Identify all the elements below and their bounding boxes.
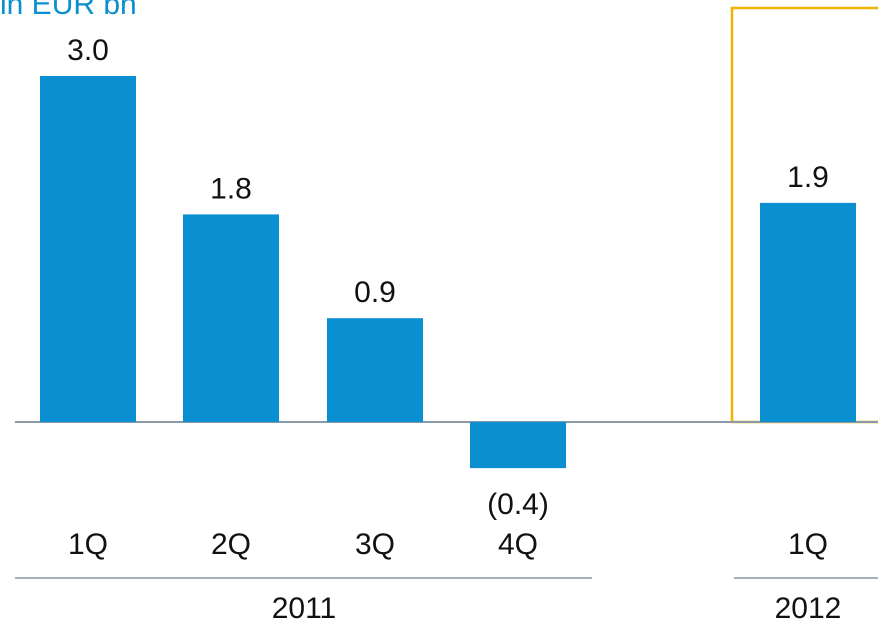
bar (183, 214, 279, 422)
value-label: 3.0 (67, 34, 109, 67)
value-label: (0.4) (487, 488, 549, 521)
group-label: 2011 (272, 592, 337, 625)
x-tick-label: 1Q (788, 528, 828, 561)
value-label: 1.9 (787, 161, 829, 194)
bar (470, 422, 566, 469)
x-tick-label: 2Q (211, 528, 251, 561)
bar (40, 76, 136, 422)
group-label: 2012 (775, 592, 842, 625)
value-label: 1.8 (210, 172, 252, 205)
chart-title: in EUR bn (0, 0, 137, 21)
value-label: 0.9 (354, 276, 396, 309)
x-tick-label: 3Q (355, 528, 395, 561)
x-tick-label: 1Q (68, 528, 108, 561)
x-tick-label: 4Q (498, 528, 538, 561)
bar (327, 318, 423, 422)
bar (760, 202, 856, 422)
